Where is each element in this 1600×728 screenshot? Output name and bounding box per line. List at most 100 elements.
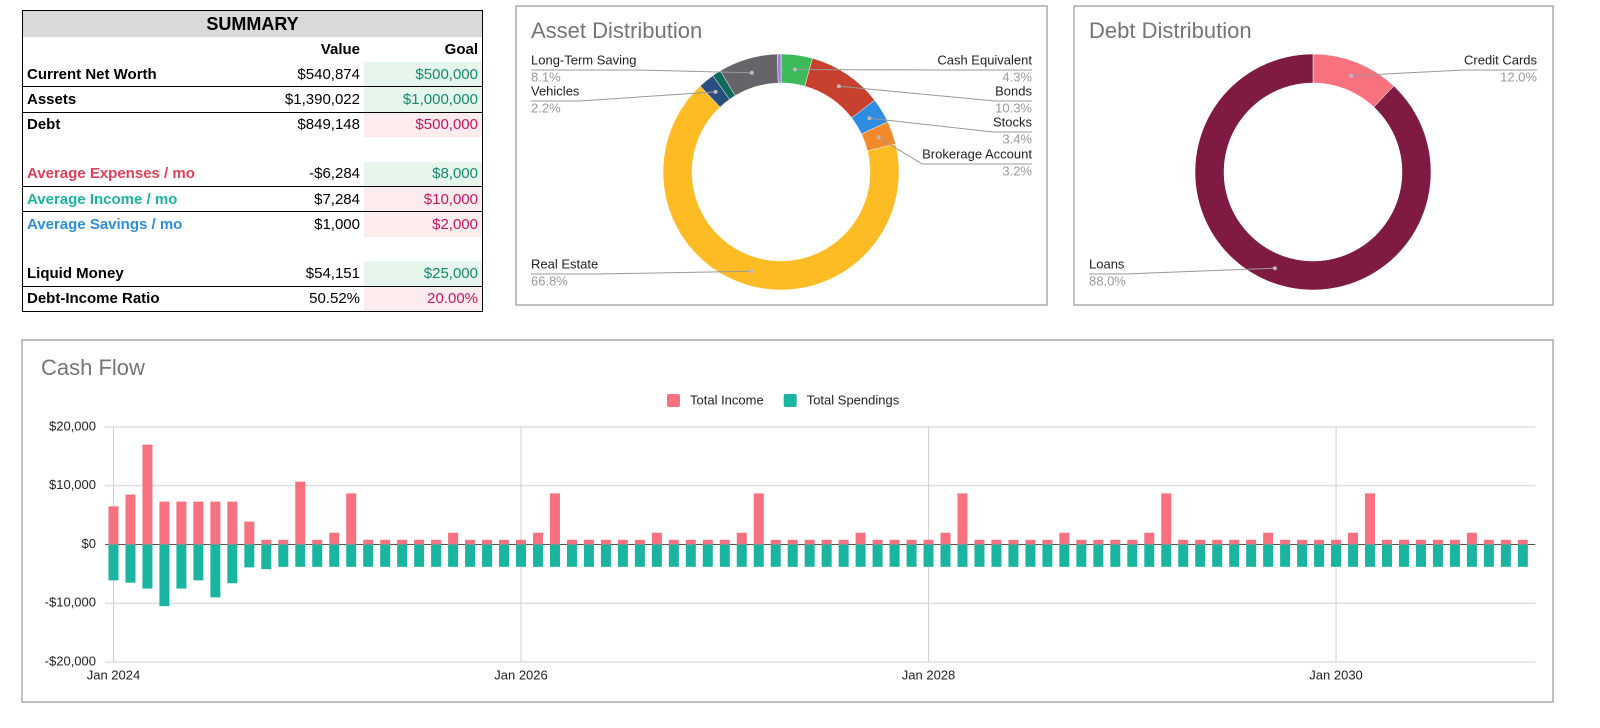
slice-percent: 3.2% (1002, 163, 1032, 178)
bar (1449, 539, 1460, 545)
bar (142, 544, 153, 589)
bar (363, 544, 374, 567)
bar (974, 544, 985, 567)
bar (295, 544, 306, 567)
bar (821, 539, 832, 545)
bar (108, 544, 119, 581)
bar (804, 544, 815, 567)
row-goal: 20.00% (364, 286, 483, 312)
row-label: Average Savings / mo (27, 216, 183, 234)
legend-swatch (667, 394, 680, 407)
chart-title: Debt Distribution (1089, 18, 1252, 43)
bar (1195, 544, 1206, 567)
bar (889, 539, 900, 545)
bar (1212, 539, 1223, 545)
bar (923, 539, 934, 545)
debt-panel (1073, 5, 1554, 306)
bar (940, 532, 951, 545)
slice-percent: 8.1% (531, 69, 561, 84)
bar (1229, 544, 1240, 567)
bar (176, 544, 187, 589)
slice-percent: 4.3% (1002, 69, 1032, 84)
bar (753, 493, 764, 545)
leader-dot (749, 269, 754, 274)
legend-label: Total Spendings (807, 392, 900, 407)
y-tick-label: $0 (82, 536, 96, 551)
bar (431, 544, 442, 567)
row-label: Debt (27, 116, 61, 134)
y-tick-label: $20,000 (49, 418, 96, 433)
y-tick-label: -$20,000 (45, 653, 96, 668)
slice-label: Bonds (995, 83, 1032, 98)
bar (465, 544, 476, 567)
donut-slice (1194, 53, 1432, 291)
bar (329, 532, 340, 545)
bar (974, 539, 985, 545)
bar (1110, 544, 1121, 567)
y-tick-label: -$10,000 (45, 595, 96, 610)
bar (397, 539, 408, 545)
leader-dot (1349, 73, 1354, 78)
bar (1449, 544, 1460, 567)
bar (312, 544, 323, 567)
bar (1483, 544, 1494, 567)
bar (244, 521, 255, 545)
leader-line (1089, 267, 1275, 275)
slice-label: Brokerage Account (922, 146, 1032, 161)
bar (634, 544, 645, 567)
bar (991, 539, 1002, 545)
leader-line (1351, 69, 1537, 77)
bar (906, 539, 917, 545)
bar (1500, 539, 1511, 545)
bar (1280, 539, 1291, 545)
bar (193, 544, 204, 581)
x-tick-label: Jan 2024 (87, 667, 141, 682)
column-header: Goal (444, 41, 478, 58)
x-tick-label: Jan 2026 (494, 667, 548, 682)
bar (906, 544, 917, 567)
bar (702, 544, 713, 567)
leader-dot (749, 70, 754, 75)
bar (787, 544, 798, 567)
bar (1297, 544, 1308, 567)
bar (532, 544, 543, 567)
row-value: $1,390,022 (261, 86, 364, 113)
slice-label: Credit Cards (1464, 52, 1537, 67)
row-goal: $10,000 (364, 186, 483, 213)
bar (1483, 539, 1494, 545)
bar (346, 544, 357, 567)
bar (431, 539, 442, 545)
bar (821, 544, 832, 567)
slice-label: Real Estate (531, 256, 598, 271)
bar (1076, 544, 1087, 567)
bar (414, 544, 425, 567)
row-value: $54,151 (261, 261, 364, 287)
bar (685, 544, 696, 567)
bar (753, 544, 764, 567)
row-goal: $25,000 (364, 261, 483, 287)
row-goal: $1,000,000 (364, 86, 483, 113)
bar (1195, 539, 1206, 545)
y-tick-label: $10,000 (49, 477, 96, 492)
bar (838, 539, 849, 545)
row-goal: $500,000 (364, 62, 483, 88)
bar (1008, 544, 1019, 567)
bar (499, 539, 510, 545)
bar (1178, 544, 1189, 567)
bar (159, 544, 170, 607)
bar (719, 539, 730, 545)
bar (414, 539, 425, 545)
leader-dot (836, 84, 841, 89)
bar (227, 544, 238, 584)
legend-label: Total Income (690, 392, 764, 407)
leader-line (531, 91, 716, 102)
bar (889, 544, 900, 567)
bar (566, 539, 577, 545)
bar (227, 501, 238, 545)
bar (1398, 544, 1409, 567)
bar (1042, 539, 1053, 545)
bar (210, 544, 221, 598)
bar (1517, 544, 1528, 567)
bar (923, 544, 934, 567)
bar (1161, 544, 1172, 567)
